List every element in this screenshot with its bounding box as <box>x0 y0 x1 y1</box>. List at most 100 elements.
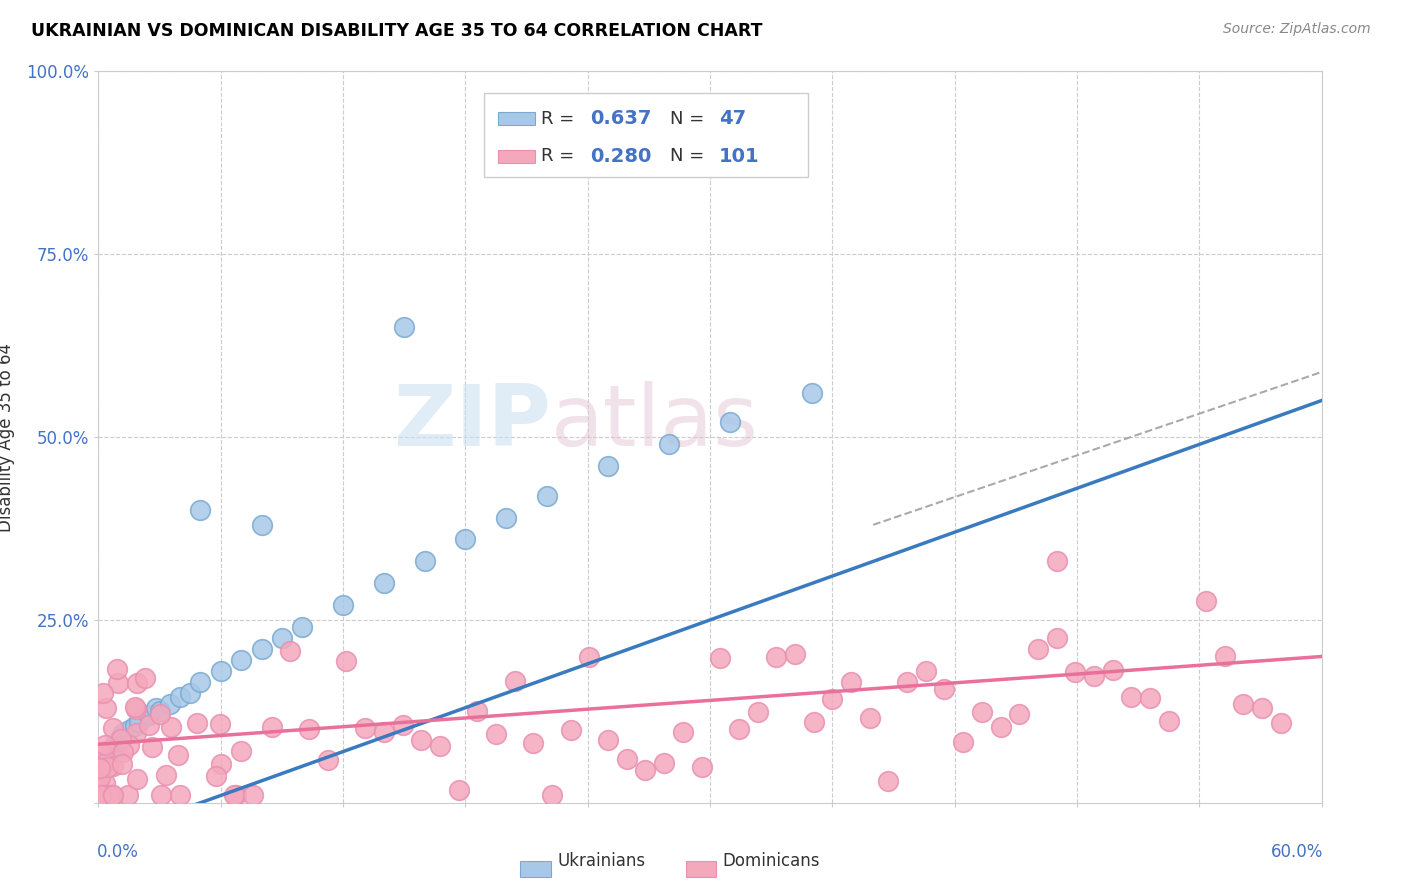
Point <box>101 745 124 759</box>
Point <box>94 744 117 758</box>
FancyBboxPatch shape <box>498 150 536 163</box>
Point <box>160 720 183 734</box>
Point <box>280 644 302 658</box>
Point <box>316 753 339 767</box>
Point <box>188 503 212 517</box>
Point <box>117 789 139 803</box>
Point <box>96 754 118 768</box>
Point <box>100 748 122 763</box>
Point <box>155 767 177 781</box>
Point <box>803 714 825 729</box>
Point <box>91 756 114 770</box>
Point <box>522 736 544 750</box>
Point <box>914 664 936 678</box>
Point <box>209 756 232 771</box>
Point <box>209 664 232 678</box>
Point <box>89 770 111 784</box>
Point <box>149 705 172 719</box>
FancyBboxPatch shape <box>520 862 551 878</box>
Point <box>970 705 993 719</box>
Point <box>103 722 125 736</box>
Point <box>616 752 638 766</box>
Text: UKRAINIAN VS DOMINICAN DISABILITY AGE 35 TO 64 CORRELATION CHART: UKRAINIAN VS DOMINICAN DISABILITY AGE 35… <box>31 22 762 40</box>
Point <box>1195 594 1218 608</box>
Text: Source: ZipAtlas.com: Source: ZipAtlas.com <box>1223 22 1371 37</box>
Point <box>411 732 433 747</box>
Point <box>93 752 115 766</box>
Point <box>107 675 129 690</box>
Point <box>89 766 111 780</box>
Point <box>97 748 120 763</box>
Point <box>652 756 675 771</box>
Point <box>112 745 135 759</box>
Point <box>93 738 115 752</box>
Point <box>138 717 160 731</box>
Point <box>391 718 413 732</box>
Point <box>1045 632 1069 646</box>
Point <box>90 789 112 803</box>
Point <box>101 789 124 803</box>
Point <box>429 739 451 753</box>
Point <box>188 675 212 690</box>
Point <box>97 755 120 769</box>
Point <box>896 674 918 689</box>
Point <box>1139 691 1161 706</box>
Point <box>103 789 125 803</box>
Point <box>150 789 173 803</box>
Text: 47: 47 <box>718 109 745 128</box>
Point <box>128 715 150 730</box>
Point <box>186 716 208 731</box>
Text: 0.0%: 0.0% <box>97 843 139 861</box>
Point <box>728 722 751 736</box>
FancyBboxPatch shape <box>484 94 808 178</box>
Text: 60.0%: 60.0% <box>1271 843 1323 861</box>
Point <box>560 723 582 738</box>
Point <box>541 789 564 803</box>
Point <box>224 789 246 803</box>
Point <box>1083 669 1105 683</box>
Point <box>536 489 558 503</box>
Point <box>392 320 416 334</box>
Text: Ukrainians: Ukrainians <box>557 853 645 871</box>
Point <box>104 737 127 751</box>
Point <box>179 686 201 700</box>
Point <box>1101 663 1123 677</box>
Point <box>598 459 620 474</box>
Point <box>454 533 477 547</box>
Point <box>250 517 273 532</box>
Point <box>1251 701 1274 715</box>
Point <box>1008 707 1031 722</box>
Point <box>934 682 956 697</box>
Point <box>167 747 190 762</box>
Point <box>783 647 806 661</box>
Point <box>159 697 181 711</box>
Point <box>169 690 191 704</box>
Point <box>1026 641 1049 656</box>
Point <box>503 674 526 689</box>
Point <box>118 738 141 752</box>
Point <box>1121 690 1143 704</box>
Point <box>125 676 148 690</box>
Text: Dominicans: Dominicans <box>723 853 820 871</box>
Point <box>270 632 294 646</box>
Point <box>89 761 111 775</box>
Point <box>96 760 118 774</box>
Point <box>373 576 395 591</box>
Point <box>231 744 253 758</box>
Point <box>242 789 264 803</box>
Point <box>413 554 436 568</box>
Point <box>108 733 131 747</box>
Point <box>124 700 146 714</box>
Text: atlas: atlas <box>551 381 759 464</box>
Point <box>952 735 974 749</box>
Point <box>260 720 283 734</box>
Point <box>125 701 148 715</box>
Point <box>90 744 112 758</box>
Point <box>1270 715 1292 730</box>
Point <box>101 759 124 773</box>
Point <box>672 725 695 739</box>
Point <box>335 654 357 668</box>
Text: 0.280: 0.280 <box>591 147 651 166</box>
Point <box>124 726 146 740</box>
Point <box>990 720 1012 734</box>
